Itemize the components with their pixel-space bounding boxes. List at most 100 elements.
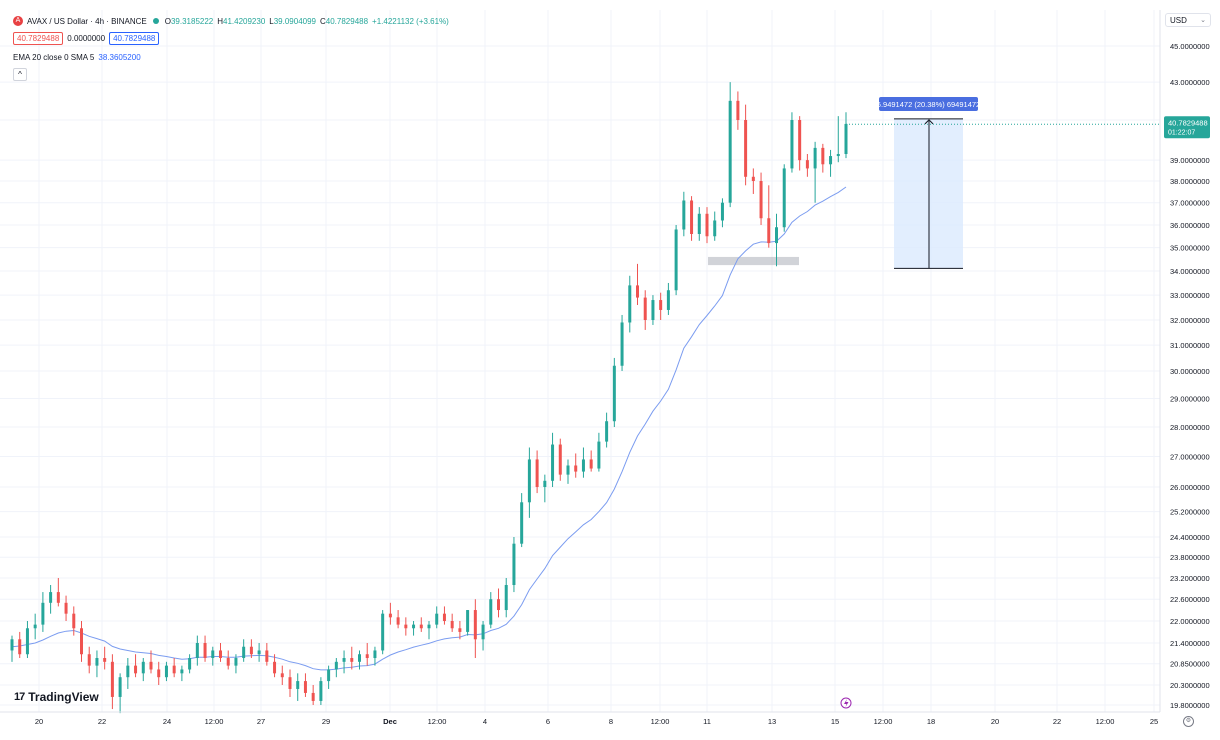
candlestick-series [10,82,848,714]
collapse-legend-button[interactable]: ^ [13,68,27,81]
indicator-value: 38.3605200 [98,53,141,62]
indicator-label[interactable]: EMA 20 close 0 SMA 5 [13,53,95,62]
candle-body [643,297,647,320]
event-marker-icon[interactable] [840,697,852,709]
price-tick-label: 19.8000000 [1170,701,1210,710]
time-tick-label: 12:00 [874,717,893,726]
candle-body [836,153,840,157]
price-tick-label: 32.0000000 [1170,316,1210,325]
candle [126,658,130,689]
price-tick-label: 20.3000000 [1170,681,1210,690]
candle [736,91,740,130]
candle [551,432,555,487]
candle [327,665,331,689]
candle [659,292,663,320]
time-tick-label: 12:00 [428,717,447,726]
candle [141,658,145,682]
sell-price-button[interactable]: 40.7829488 [13,32,64,45]
candle-body [705,213,709,237]
ohlc-change: +1.4221132 (+3.61%) [372,16,449,26]
candle [103,646,107,670]
buy-price-button[interactable]: 40.7829488 [109,32,160,45]
candle [751,168,755,194]
candle [628,275,632,333]
candle-body [118,677,122,697]
price-axis[interactable]: 45.000000043.000000041.000000039.0000000… [1159,10,1210,712]
candle [674,225,678,296]
candle-body [574,465,578,472]
candle [226,650,230,670]
candle [666,282,670,315]
candle-body [234,658,238,666]
candle-body [666,290,670,310]
measure-label: 6.9491472 (20.38%) 69491472 [877,100,980,109]
tradingview-logo[interactable]: 17 TradingView [14,690,99,704]
time-axis[interactable]: 20 22 24 12:00 27 29 Dec 12:00 4 6 8 12:00 11 13 15 12:… [0,711,1160,726]
candle-body [203,643,207,659]
candle [280,665,284,685]
candle [234,654,238,674]
candle [720,198,724,228]
candle-body [597,441,601,469]
candle-body [265,650,269,662]
indicator-legend[interactable]: EMA 20 close 0 SMA 5 38.3605200 [13,53,141,62]
candle [288,669,292,697]
currency-selector[interactable]: USD ⌄ [1165,13,1211,27]
symbol-title[interactable]: AVAX / US Dollar · 4h · BINANCE [27,16,147,26]
candle [303,673,307,697]
candle-body [334,661,338,670]
candle [597,432,601,472]
candle-body [636,285,639,298]
time-tick-label: 12:00 [1096,717,1115,726]
candle [242,639,246,662]
candle-body [612,365,616,422]
candle-body [95,658,99,666]
candle [782,164,786,232]
measure-arrow-head [924,119,934,125]
candle-body [543,480,547,487]
candle [690,196,694,241]
candle-body [605,421,609,442]
candle [358,650,361,670]
market-status-icon [152,18,159,24]
symbol-legend[interactable]: A AVAX / US Dollar · 4h · BINANCE O39.31… [13,16,453,26]
candle [211,646,215,666]
candle [798,116,802,171]
candle [790,112,794,173]
candle-body [242,646,246,659]
price-tick-label: 27.0000000 [1170,452,1210,461]
candle [265,643,269,666]
candle [497,588,500,618]
candle [504,578,508,618]
price-tick-label: 45.0000000 [1170,42,1210,51]
candle-body [164,665,168,678]
candle [543,474,547,503]
candle [72,606,76,636]
candle [589,450,593,472]
gear-icon[interactable]: ⚙ [1183,716,1194,727]
tradingview-wordmark: TradingView [28,690,99,704]
candle-body [80,628,83,655]
candle [311,685,315,705]
candle-body [813,147,817,169]
candle-body [172,665,176,674]
candle [25,621,29,659]
time-tick-label: 22 [98,717,106,726]
lightning-icon [844,699,849,707]
candle [767,185,771,248]
price-tick-label: 30.0000000 [1170,367,1210,376]
candle [643,290,647,330]
price-countdown: 01:22:07 [1168,129,1195,136]
candle [759,172,763,225]
candle-body [211,650,215,659]
candle-body [296,681,300,689]
price-tick-label: 38.0000000 [1170,177,1210,186]
candle-body [110,661,114,697]
price-range-measure[interactable]: 6.9491472 (20.38%) 69491472 [877,97,980,269]
ohlc-close: C40.7829488 [320,16,369,26]
candle [334,658,338,678]
candle-body [829,156,833,165]
candle-body [527,459,531,503]
candle [527,447,531,518]
